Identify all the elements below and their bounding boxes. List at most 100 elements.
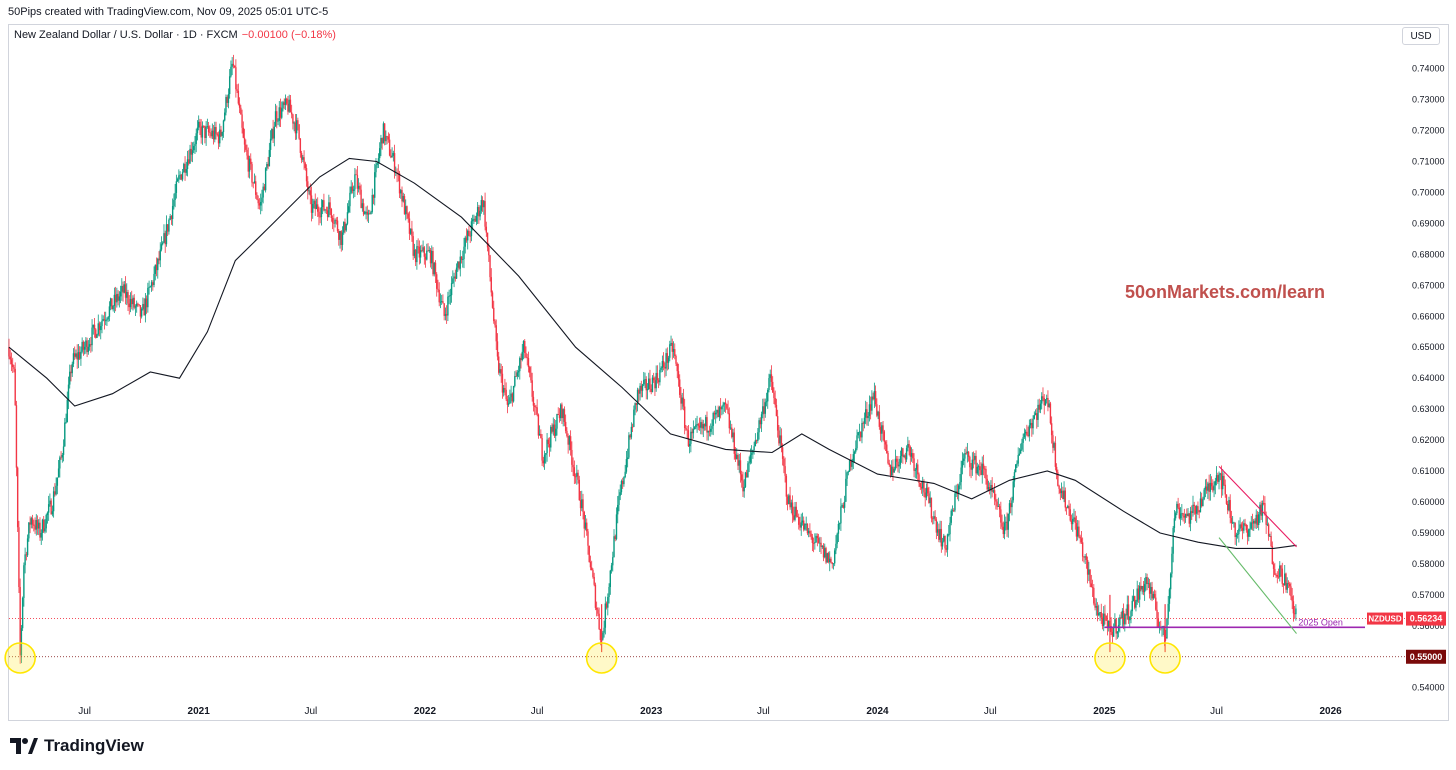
candle — [215, 121, 217, 140]
candle-body — [724, 402, 727, 405]
candle — [908, 440, 910, 456]
candle-body — [126, 292, 128, 298]
candle — [666, 347, 669, 371]
candle-body — [346, 212, 349, 224]
candle — [811, 533, 814, 552]
candle-body — [702, 424, 704, 429]
candle — [677, 363, 680, 387]
candle — [827, 551, 830, 564]
candle-body — [979, 466, 981, 471]
candle — [504, 378, 506, 396]
candle — [13, 364, 15, 373]
candle-body — [278, 107, 280, 121]
candle-body — [274, 111, 277, 127]
candle — [261, 189, 263, 212]
candle — [603, 620, 605, 638]
candle — [1064, 487, 1066, 512]
candle — [791, 495, 794, 523]
currency-button[interactable]: USD — [1402, 27, 1440, 45]
candle-body — [401, 190, 403, 202]
candle — [1270, 531, 1272, 547]
candle-body — [625, 459, 628, 472]
candle — [783, 456, 785, 474]
candle-body — [211, 130, 214, 137]
candle — [613, 529, 615, 558]
candle — [776, 409, 779, 438]
candle-body — [1079, 536, 1081, 539]
candle — [1262, 495, 1265, 506]
candle — [551, 423, 553, 434]
candle — [288, 94, 290, 113]
candle — [545, 453, 547, 464]
candle-body — [467, 230, 469, 241]
candle — [390, 149, 392, 159]
candle-body — [816, 535, 819, 539]
candle-body — [843, 501, 846, 508]
candle-body — [579, 500, 582, 509]
candle-body — [648, 378, 650, 390]
candle-body — [872, 396, 874, 400]
candle — [640, 380, 642, 398]
candle — [542, 456, 545, 468]
candle-body — [1094, 603, 1096, 608]
candle-body — [939, 528, 941, 540]
candle-body — [118, 296, 121, 301]
candle-body — [722, 404, 724, 407]
candle-body — [1127, 604, 1130, 621]
candle — [1105, 615, 1107, 622]
candle — [1021, 438, 1023, 451]
candle — [386, 135, 388, 145]
candle-body — [259, 201, 262, 206]
candle-body — [258, 203, 261, 206]
candle-body — [359, 185, 361, 190]
candle-body — [681, 397, 683, 404]
candle — [571, 441, 573, 473]
candle — [612, 551, 614, 572]
tradingview-logo[interactable]: TradingView — [10, 736, 144, 756]
candle — [349, 186, 351, 213]
candle-body — [748, 462, 750, 464]
candle-body — [212, 130, 215, 140]
candle — [587, 528, 589, 555]
candle-body — [1210, 482, 1213, 487]
candle — [188, 150, 190, 166]
candle-body — [1279, 565, 1281, 578]
candle — [639, 383, 641, 401]
candle — [945, 544, 947, 553]
candle-body — [576, 472, 578, 477]
candle-body — [507, 403, 510, 405]
candle-body — [443, 303, 445, 316]
candle — [711, 419, 713, 435]
candle — [326, 206, 329, 221]
candle-body — [164, 233, 166, 245]
candle-body — [1241, 527, 1244, 531]
candle-body — [949, 522, 951, 535]
candle-body — [959, 482, 961, 486]
candle-body — [557, 414, 559, 416]
candle-body — [594, 584, 597, 608]
tradingview-logo-icon — [10, 738, 38, 754]
candle-body — [620, 480, 623, 493]
candle — [447, 291, 449, 322]
candle — [900, 446, 903, 463]
candle — [352, 185, 355, 199]
candle-body — [490, 277, 492, 293]
candle-body — [1021, 442, 1023, 450]
candle-body — [365, 211, 367, 213]
candle — [696, 415, 698, 433]
candle-body — [221, 132, 223, 136]
candle-body — [1119, 617, 1121, 625]
candle — [748, 456, 750, 473]
candle — [391, 147, 393, 158]
candle-body — [969, 456, 971, 468]
candle — [814, 533, 816, 550]
candle — [1150, 582, 1152, 601]
candle — [331, 215, 334, 230]
candle — [251, 161, 253, 187]
candle-body — [654, 380, 656, 389]
candle-body — [918, 474, 920, 483]
candle-body — [1209, 482, 1212, 492]
candle — [228, 69, 231, 99]
candle-body — [403, 196, 406, 215]
